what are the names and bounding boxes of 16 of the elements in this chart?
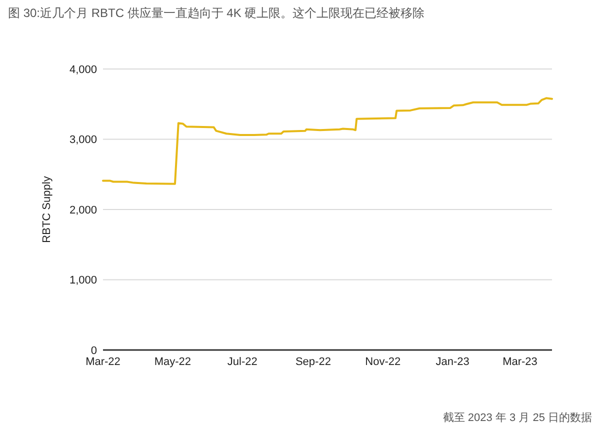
y-tick-label: 4,000	[69, 64, 97, 76]
x-tick-label: Mar-23	[502, 356, 538, 368]
y-tick-label: 2,000	[69, 204, 97, 216]
x-tick-label: Jul-22	[227, 356, 258, 368]
y-axis-title: RBTC Supply	[41, 176, 53, 243]
chart-title: 图 30:近几个月 RBTC 供应量一直趋向于 4K 硬上限。这个上限现在已经被移除	[8, 6, 425, 20]
x-tick-label: Nov-22	[365, 356, 401, 368]
y-tick-label: 1,000	[69, 274, 97, 287]
text: 截至 2023 年 3 月 25 日的数据	[442, 411, 592, 424]
x-tick-label: Jan-23	[436, 356, 470, 368]
x-tick-label: Mar-22	[86, 356, 120, 368]
line-series	[102, 97, 553, 185]
x-tick-label: Sep-22	[295, 356, 331, 368]
x-tick-label: May-22	[154, 356, 192, 368]
y-tick-label: 0	[90, 344, 97, 357]
y-tick-label: 3,000	[69, 134, 97, 146]
